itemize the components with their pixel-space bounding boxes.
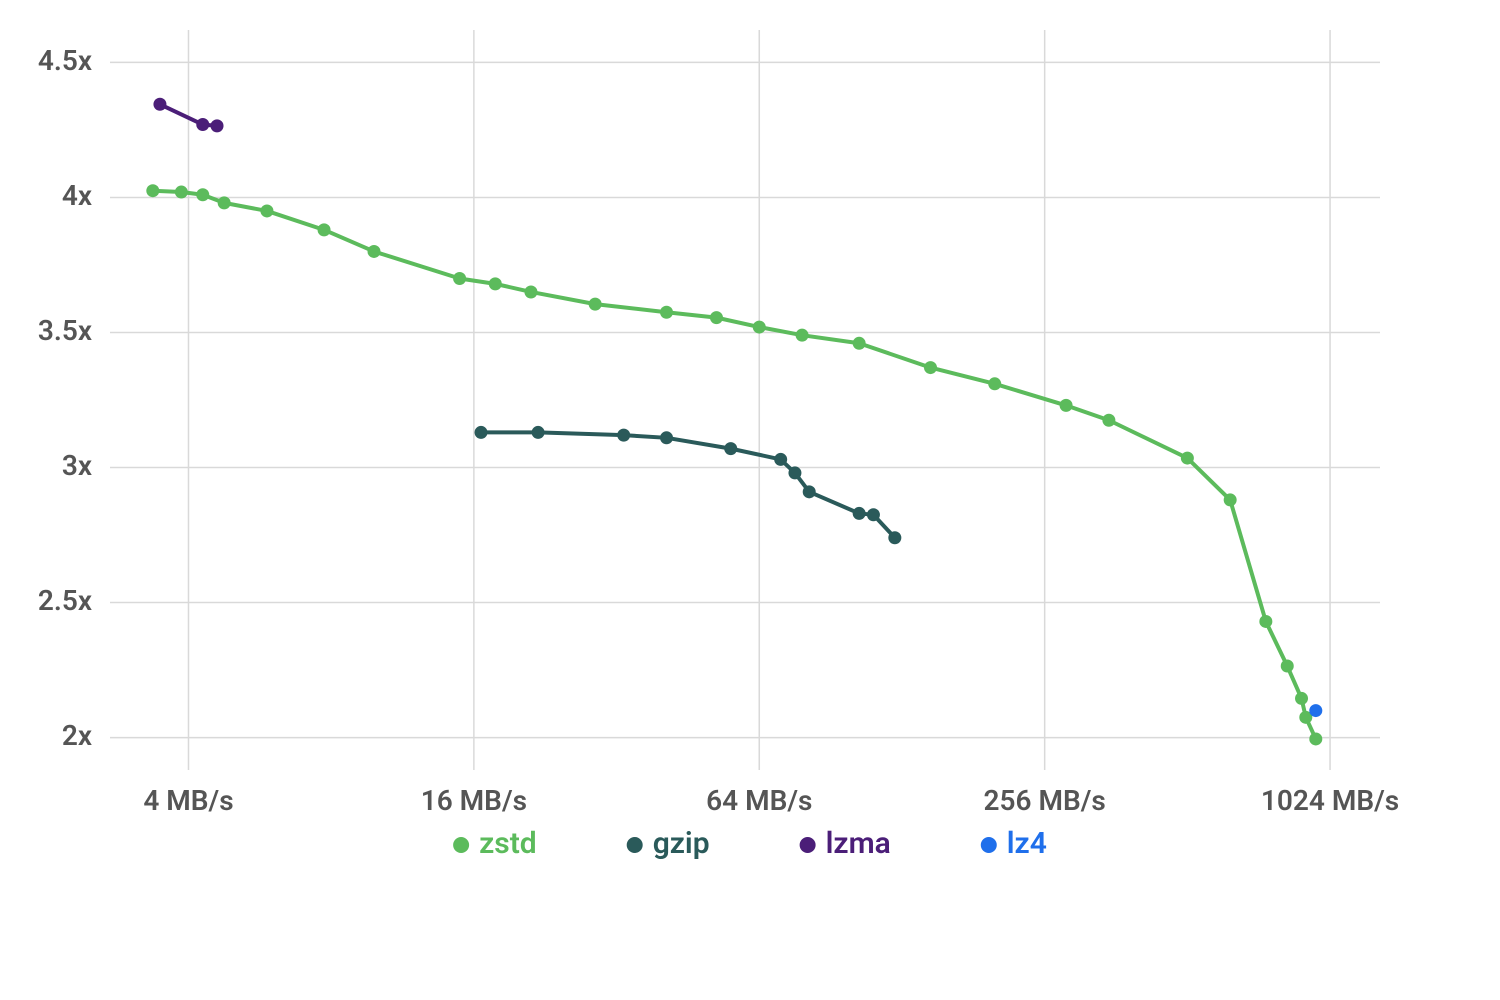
x-tick-label: 16 MB/s: [421, 784, 527, 817]
x-tick-label: 4 MB/s: [143, 784, 233, 817]
series-point-gzip: [532, 426, 545, 439]
legend-marker-zstd: [453, 837, 469, 853]
series-point-zstd: [1295, 692, 1308, 705]
series-point-zstd: [146, 184, 159, 197]
compression-chart: 2x 2.5x 3x 3.5x 4x 4.5x 4 MB/s 16 MB/s 64 MB/s 25…: [0, 0, 1500, 1000]
series-point-zstd: [853, 337, 866, 350]
series-point-zstd: [260, 204, 273, 217]
series-point-gzip: [774, 453, 787, 466]
legend-label-gzip: gzip: [653, 826, 710, 861]
series-point-zstd: [796, 329, 809, 342]
series-point-gzip: [803, 485, 816, 498]
series-point-gzip: [788, 466, 801, 479]
series-point-zstd: [318, 223, 331, 236]
series-point-gzip: [888, 531, 901, 544]
series-point-zstd: [753, 321, 766, 334]
series-point-zstd: [1309, 732, 1322, 745]
x-tick-label: 1024 MB/s: [1261, 784, 1399, 817]
series-point-zstd: [1181, 452, 1194, 465]
series-point-zstd: [367, 245, 380, 258]
series-point-zstd: [1060, 399, 1073, 412]
y-tick-label: 3.5x: [38, 314, 92, 347]
legend-label-zstd: zstd: [479, 826, 537, 861]
y-tick-label: 4x: [62, 179, 92, 212]
series-point-gzip: [724, 442, 737, 455]
chart-svg: 2x 2.5x 3x 3.5x 4x 4.5x 4 MB/s 16 MB/s 64 MB/s 25…: [0, 0, 1500, 1000]
series-point-lzma: [196, 118, 209, 131]
series-point-gzip: [617, 429, 630, 442]
series-point-zstd: [1259, 615, 1272, 628]
series-point-zstd: [924, 361, 937, 374]
series-point-zstd: [218, 196, 231, 209]
series-point-zstd: [453, 272, 466, 285]
series-point-zstd: [1102, 414, 1115, 427]
series-point-gzip: [475, 426, 488, 439]
series-point-zstd: [524, 285, 537, 298]
series-point-zstd: [589, 298, 602, 311]
legend-marker-lz4: [981, 837, 997, 853]
series-point-zstd: [988, 377, 1001, 390]
series-point-zstd: [710, 311, 723, 324]
y-tick-label: 4.5x: [38, 44, 92, 77]
series-point-zstd: [1224, 493, 1237, 506]
series-point-lzma: [153, 98, 166, 111]
series-point-zstd: [660, 306, 673, 319]
legend-marker-lzma: [800, 837, 816, 853]
y-tick-label: 2.5x: [38, 584, 92, 617]
series-point-zstd: [489, 277, 502, 290]
series-point-gzip: [660, 431, 673, 444]
series-point-zstd: [175, 186, 188, 199]
series-point-gzip: [853, 507, 866, 520]
x-tick-label: 256 MB/s: [984, 784, 1106, 817]
legend-label-lz4: lz4: [1007, 826, 1047, 861]
series-point-zstd: [196, 188, 209, 201]
legend-marker-gzip: [627, 837, 643, 853]
series-point-zstd: [1281, 660, 1294, 673]
series-point-lzma: [211, 119, 224, 132]
series-point-lz4: [1309, 704, 1322, 717]
y-tick-label: 2x: [62, 719, 92, 752]
x-tick-label: 64 MB/s: [706, 784, 812, 817]
y-tick-label: 3x: [62, 449, 92, 482]
legend-label-lzma: lzma: [826, 826, 891, 861]
series-point-gzip: [867, 508, 880, 521]
